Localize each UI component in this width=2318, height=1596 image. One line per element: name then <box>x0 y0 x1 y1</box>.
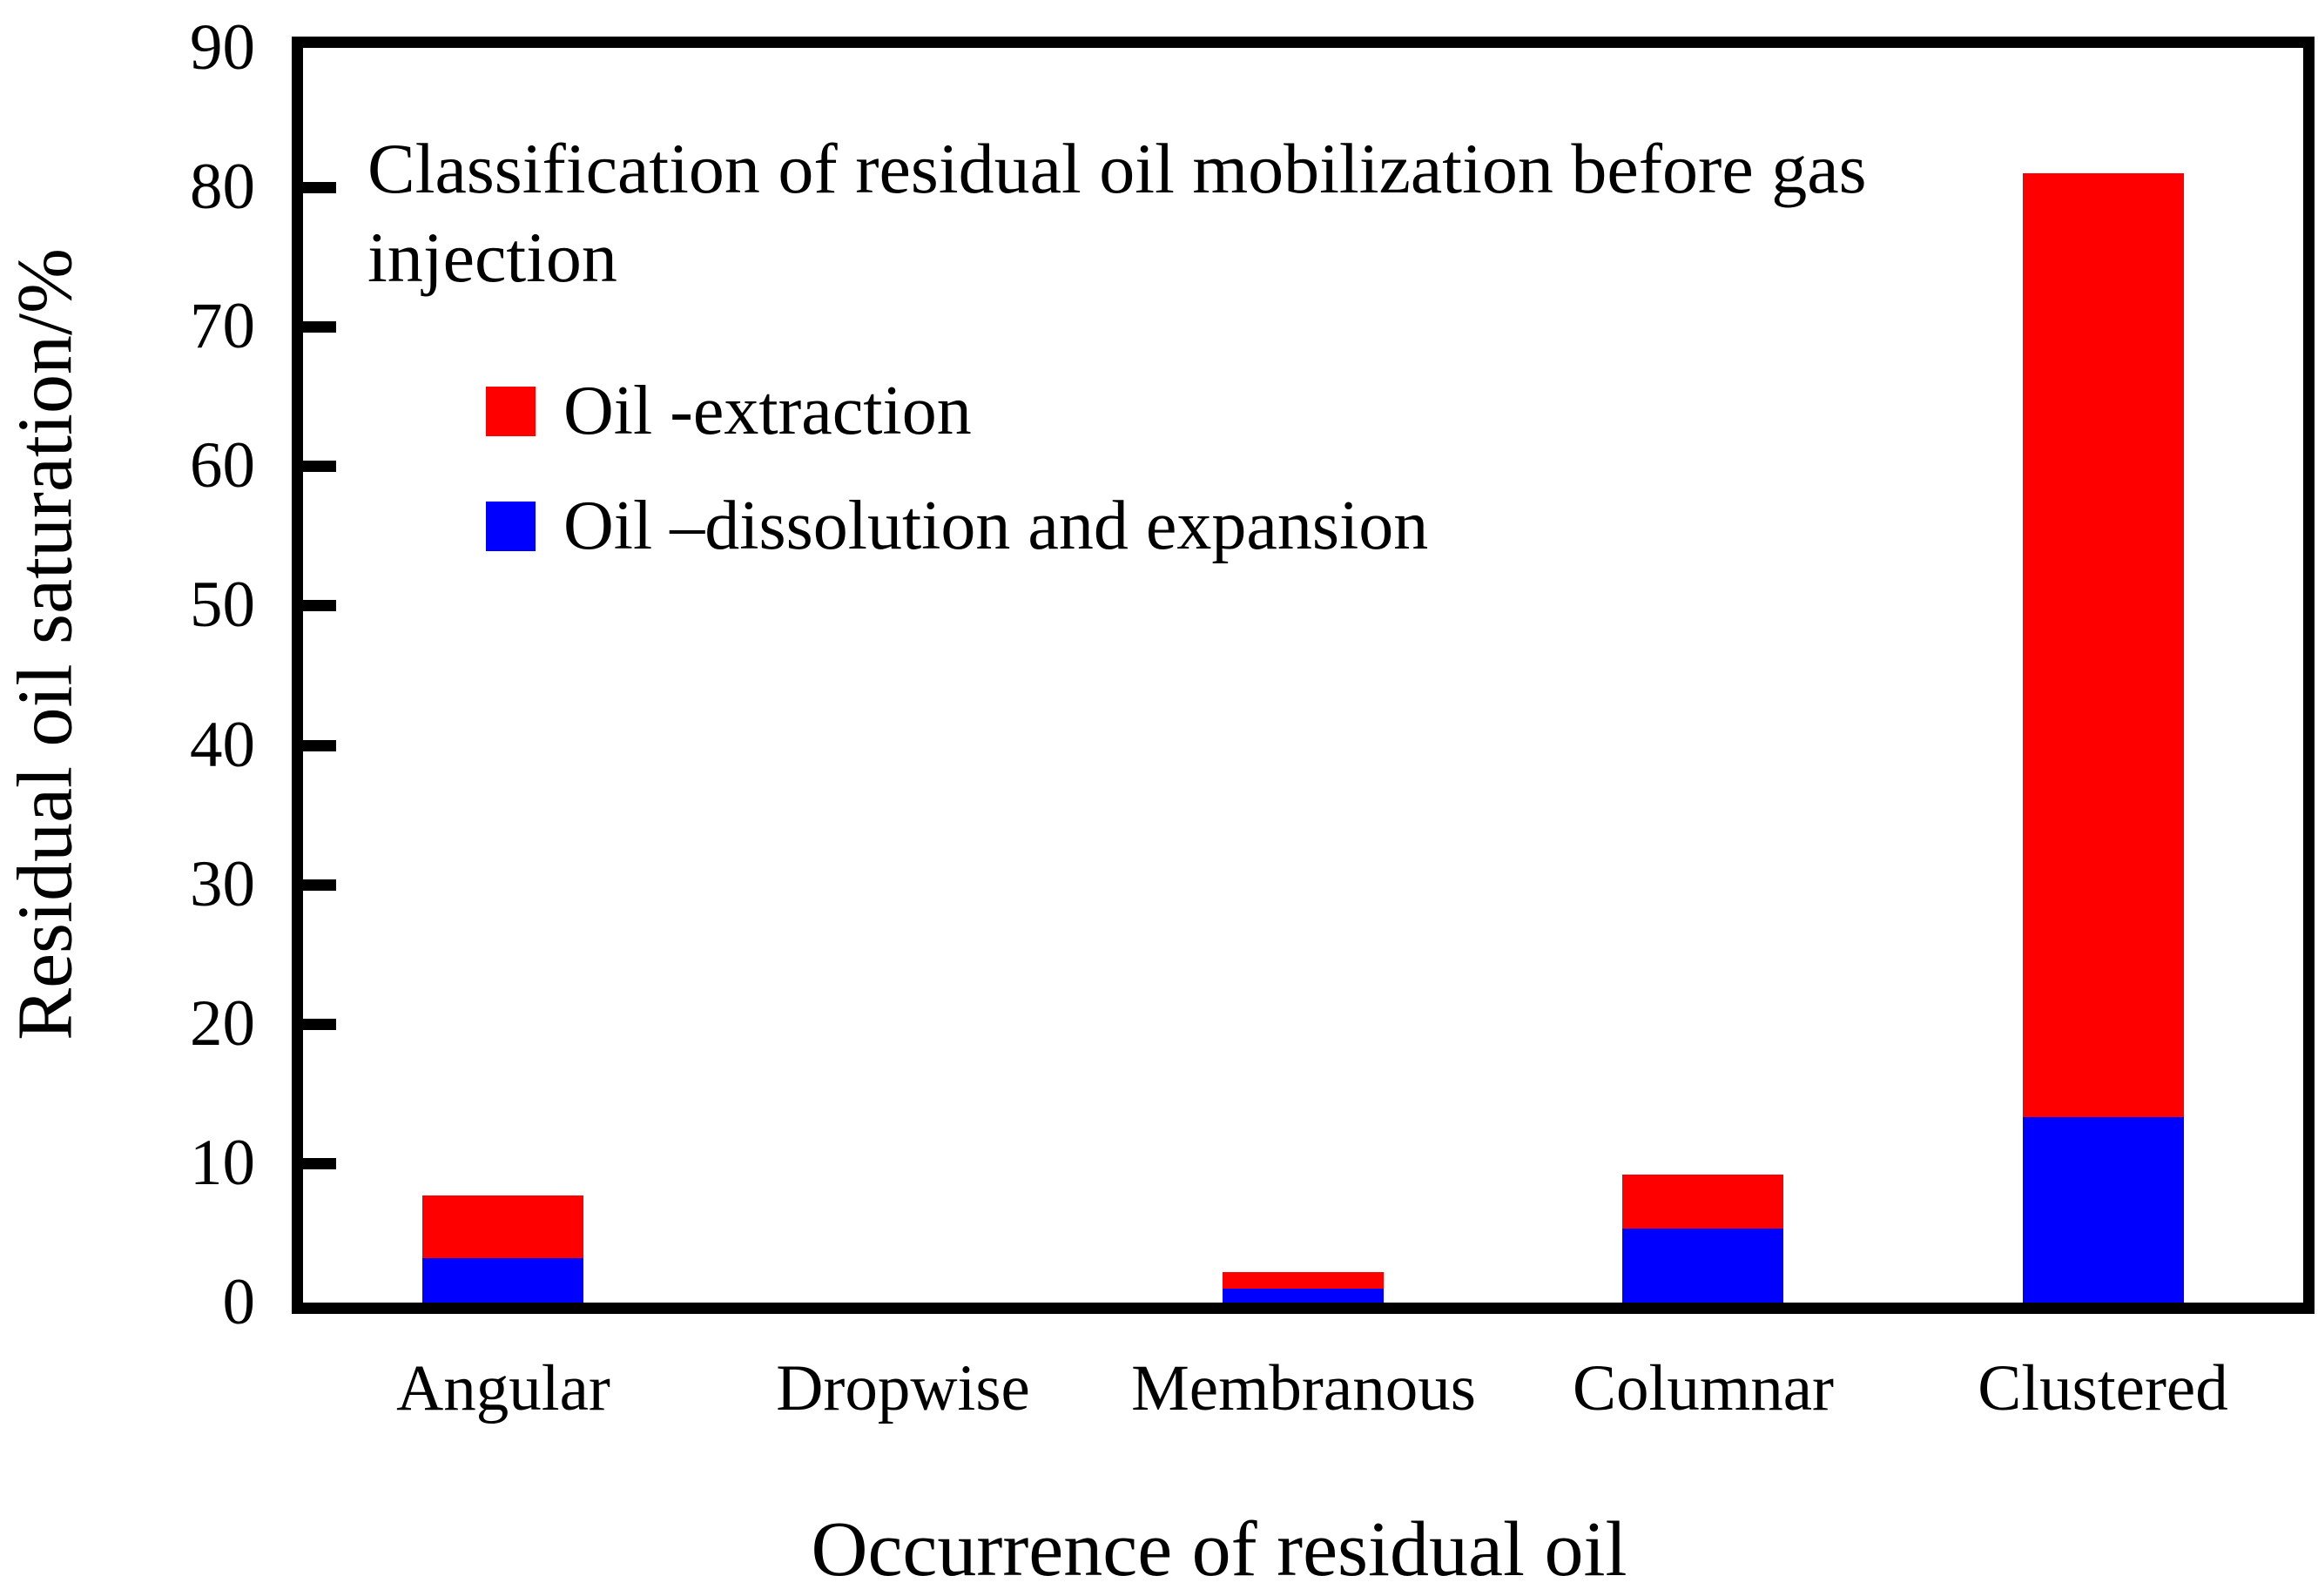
y-tick-label-90: 90 <box>190 11 255 84</box>
y-tick-label-20: 20 <box>190 987 255 1060</box>
y-tick-mark-50 <box>303 600 336 611</box>
legend-label-extraction: Oil -extraction <box>563 372 972 449</box>
y-tick-label-10: 10 <box>190 1127 255 1199</box>
y-tick-mark-80 <box>303 182 336 193</box>
legend-row-dissolution: Oil –dissolution and expansion <box>486 488 1428 564</box>
bar-membranous-extraction <box>1223 1272 1384 1289</box>
plot-area: Classification of residual oil mobilizat… <box>292 37 2315 1314</box>
y-tick-label-30: 30 <box>190 848 255 920</box>
y-tick-mark-20 <box>303 1019 336 1030</box>
chart-title: Classification of residual oil mobilizat… <box>367 125 1867 302</box>
legend-row-extraction: Oil -extraction <box>486 373 972 449</box>
bar-angular-dissolution <box>422 1258 583 1303</box>
y-tick-mark-30 <box>303 879 336 891</box>
y-tick-label-80: 80 <box>190 151 255 223</box>
bar-columnar-dissolution <box>1622 1229 1783 1303</box>
x-tick-label-angular: Angular <box>396 1352 610 1424</box>
x-tick-label-columnar: Columnar <box>1573 1352 1834 1424</box>
bar-angular-extraction <box>422 1195 583 1258</box>
x-axis-title: Occurrence of residual oil <box>811 1506 1627 1593</box>
y-tick-label-0: 0 <box>222 1266 256 1338</box>
y-tick-mark-10 <box>303 1158 336 1169</box>
y-tick-mark-40 <box>303 740 336 751</box>
bar-columnar-extraction <box>1622 1175 1783 1229</box>
y-tick-mark-60 <box>303 461 336 472</box>
y-tick-mark-70 <box>303 321 336 333</box>
legend-swatch-extraction <box>486 386 536 436</box>
x-tick-label-clustered: Clustered <box>1978 1352 2228 1424</box>
bar-membranous-dissolution <box>1223 1289 1384 1303</box>
y-tick-label-40: 40 <box>190 709 255 781</box>
legend-swatch-dissolution <box>486 501 536 551</box>
x-tick-label-membranous: Membranous <box>1131 1352 1476 1424</box>
x-tick-label-dropwise: Dropwise <box>776 1352 1030 1424</box>
y-tick-label-60: 60 <box>190 429 255 502</box>
bar-clustered-dissolution <box>2023 1117 2184 1303</box>
chart-title-line-2: injection <box>367 218 617 297</box>
chart-title-line-1: Classification of residual oil mobilizat… <box>367 129 1867 208</box>
y-tick-label-70: 70 <box>190 290 255 362</box>
y-tick-label-50: 50 <box>190 569 255 641</box>
legend-label-dissolution: Oil –dissolution and expansion <box>563 487 1429 564</box>
bar-clustered-extraction <box>2023 173 2184 1117</box>
y-axis-title: Residual oil saturation/% <box>2 248 89 1040</box>
